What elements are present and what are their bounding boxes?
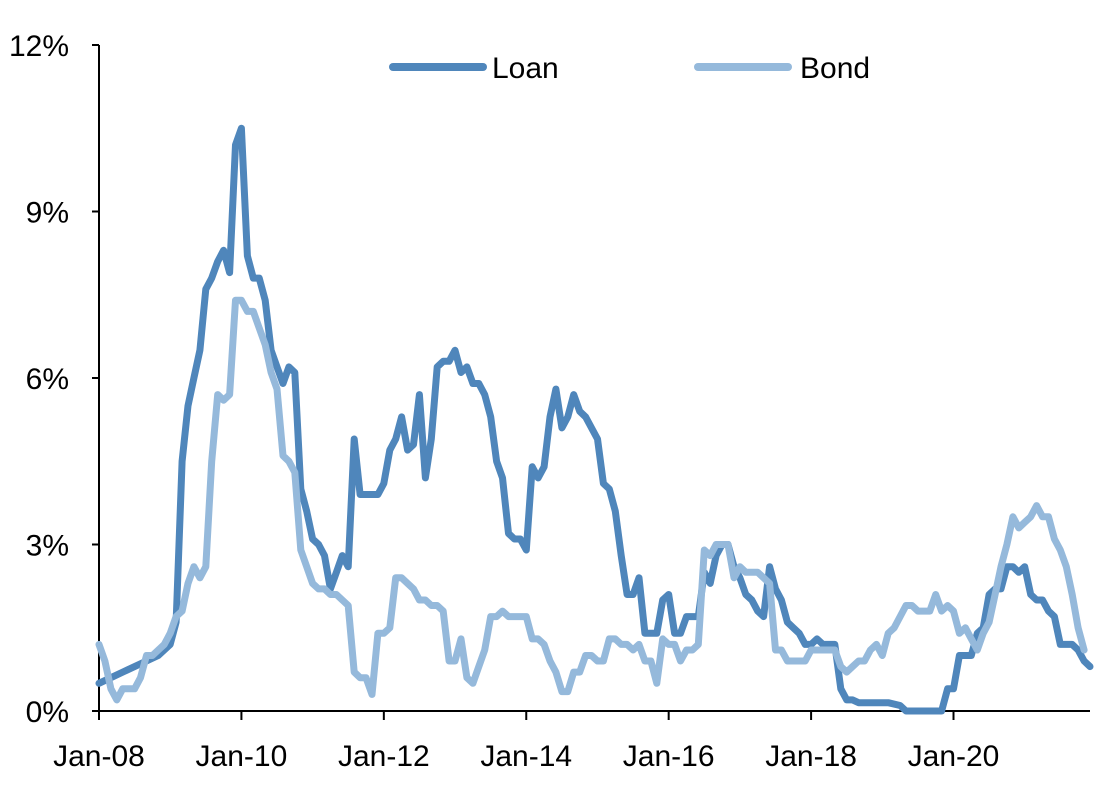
legend-label-bond: Bond xyxy=(800,52,870,85)
x-tick-label: Jan-16 xyxy=(623,740,715,773)
x-axis: Jan-08 Jan-10 Jan-12 Jan-14 Jan-16 Jan-18 Jan-… xyxy=(53,710,1090,773)
legend: Loan Bond xyxy=(389,52,870,85)
series-line-bond xyxy=(95,296,1088,704)
x-tick-label: Jan-18 xyxy=(765,740,857,773)
x-tick-label: Jan-20 xyxy=(908,740,1000,773)
y-tick-label: 0% xyxy=(26,696,69,729)
x-tick-label: Jan-12 xyxy=(338,740,430,773)
series-layer xyxy=(95,124,1094,715)
x-tick-label: Jan-14 xyxy=(480,740,572,773)
y-tick-label: 6% xyxy=(26,363,69,396)
y-tick-label: 3% xyxy=(26,530,69,563)
y-axis: 0% 3% 6% 9% 12% xyxy=(9,30,100,729)
y-tick-label: 9% xyxy=(26,197,69,230)
series-line-loan xyxy=(95,124,1094,715)
y-tick-label: 12% xyxy=(9,30,69,63)
x-tick-label: Jan-08 xyxy=(53,740,145,773)
legend-label-loan: Loan xyxy=(492,52,559,85)
x-tick-label: Jan-10 xyxy=(196,740,288,773)
